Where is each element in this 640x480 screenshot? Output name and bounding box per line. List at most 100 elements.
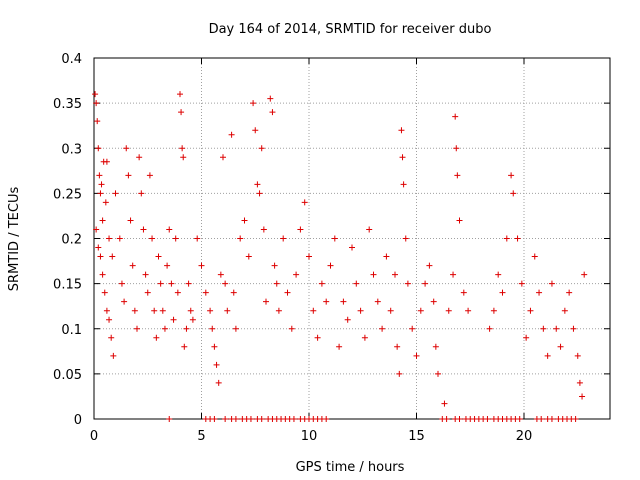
data-point <box>121 298 128 305</box>
data-point <box>118 280 125 287</box>
data-point <box>576 379 583 386</box>
data-point <box>574 352 581 359</box>
data-point <box>159 307 166 314</box>
x-tick-label: 20 <box>516 429 533 444</box>
data-point <box>103 158 110 165</box>
data-point <box>353 280 360 287</box>
data-point <box>258 416 265 422</box>
data-point <box>183 325 190 332</box>
x-tick-labels: 0 5 10 15 20 <box>90 429 532 444</box>
data-point <box>402 235 409 242</box>
data-point <box>245 253 252 260</box>
data-point <box>112 190 119 197</box>
data-point <box>252 127 259 134</box>
data-point <box>198 262 205 269</box>
data-point <box>123 145 130 152</box>
data-point <box>579 393 586 400</box>
data-point <box>366 226 373 233</box>
data-point <box>237 235 244 242</box>
data-point <box>379 325 386 332</box>
data-point <box>140 226 147 233</box>
data-point <box>409 325 416 332</box>
chart-title: Day 164 of 2014, SRMTID for receiver dub… <box>209 22 492 37</box>
x-tick-label: 0 <box>90 429 98 444</box>
data-point <box>185 280 192 287</box>
data-point <box>557 343 564 350</box>
data-point <box>220 154 226 161</box>
data-point <box>523 334 530 341</box>
data-point <box>217 271 224 278</box>
data-point <box>435 370 441 377</box>
data-point <box>93 100 100 107</box>
data-point <box>426 262 433 269</box>
data-point <box>566 289 573 296</box>
data-point <box>178 109 185 116</box>
data-point <box>149 235 156 242</box>
data-point <box>548 416 555 422</box>
data-point <box>518 280 525 287</box>
data-point <box>146 172 153 179</box>
data-point <box>254 181 261 188</box>
y-tick-label: 0.25 <box>53 187 82 202</box>
data-point <box>572 416 579 422</box>
data-point <box>336 343 343 350</box>
data-point <box>490 307 497 314</box>
data-point <box>222 280 229 287</box>
data-point <box>138 190 145 197</box>
data-point <box>357 307 364 314</box>
y-tick-label: 0 <box>74 413 82 428</box>
data-point <box>174 289 181 296</box>
data-point <box>310 307 317 314</box>
data-point <box>361 334 368 341</box>
data-points <box>92 91 588 422</box>
data-point <box>93 226 100 233</box>
data-point <box>297 226 304 233</box>
data-point <box>180 154 187 161</box>
tick-marks <box>93 57 610 420</box>
data-point <box>164 262 171 269</box>
data-point <box>102 199 109 206</box>
data-point <box>340 298 347 305</box>
data-point <box>404 280 411 287</box>
data-point <box>97 190 104 197</box>
data-point <box>116 235 123 242</box>
data-point <box>95 145 102 152</box>
data-point <box>273 280 280 287</box>
y-tick-label: 0.2 <box>61 233 82 248</box>
data-point <box>452 113 459 120</box>
data-point <box>581 271 588 278</box>
data-point <box>400 181 407 188</box>
data-point <box>344 316 351 323</box>
data-point <box>134 325 140 332</box>
data-point <box>232 416 239 422</box>
data-point <box>540 325 547 332</box>
data-point <box>166 226 173 233</box>
data-point <box>258 145 265 152</box>
data-point <box>211 343 218 350</box>
data-point <box>103 307 110 314</box>
data-point <box>527 307 534 314</box>
data-point <box>374 298 381 305</box>
x-axis-label: GPS time / hours <box>296 460 405 475</box>
data-point <box>544 352 551 359</box>
data-point <box>194 235 201 242</box>
data-point <box>349 244 355 251</box>
data-point <box>215 379 222 386</box>
data-point <box>172 235 179 242</box>
data-point <box>260 226 267 233</box>
data-point <box>553 325 560 332</box>
data-point <box>96 172 103 179</box>
data-point <box>548 280 555 287</box>
data-point <box>224 307 231 314</box>
data-point <box>98 181 105 188</box>
data-point <box>399 154 406 161</box>
data-point <box>144 289 151 296</box>
data-point <box>514 235 521 242</box>
data-point <box>99 217 106 224</box>
data-point <box>413 352 420 359</box>
data-point <box>99 271 106 278</box>
data-point <box>430 298 437 305</box>
data-point <box>142 271 149 278</box>
data-point <box>94 118 101 125</box>
